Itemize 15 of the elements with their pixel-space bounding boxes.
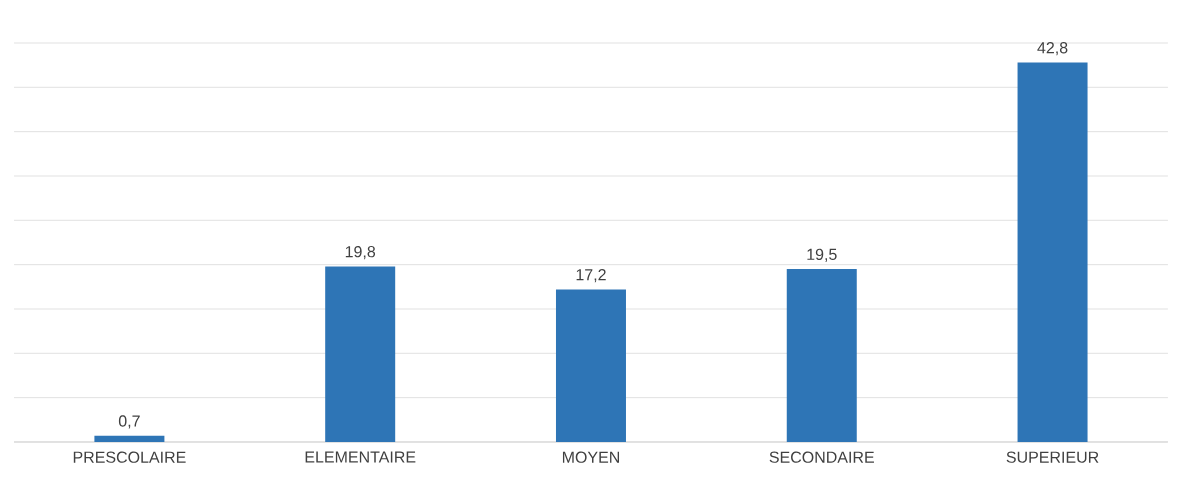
x-tick-label: PRESCOLAIRE bbox=[73, 451, 186, 463]
bar bbox=[94, 435, 165, 442]
bar bbox=[1017, 62, 1088, 442]
x-tick-label: SUPERIEUR bbox=[1006, 451, 1099, 463]
x-tick-label: SECONDAIRE bbox=[769, 451, 874, 463]
data-label: 42,8 bbox=[1037, 42, 1068, 56]
data-label: 19,8 bbox=[345, 246, 376, 260]
data-label: 0,7 bbox=[118, 415, 140, 429]
data-label: 17,2 bbox=[576, 269, 606, 283]
data-label: 19,5 bbox=[807, 248, 837, 262]
bar bbox=[555, 289, 626, 442]
bar bbox=[325, 266, 396, 442]
x-tick-label: ELEMENTAIRE bbox=[305, 451, 416, 463]
bar bbox=[786, 269, 857, 442]
x-tick-label: MOYEN bbox=[562, 451, 619, 463]
